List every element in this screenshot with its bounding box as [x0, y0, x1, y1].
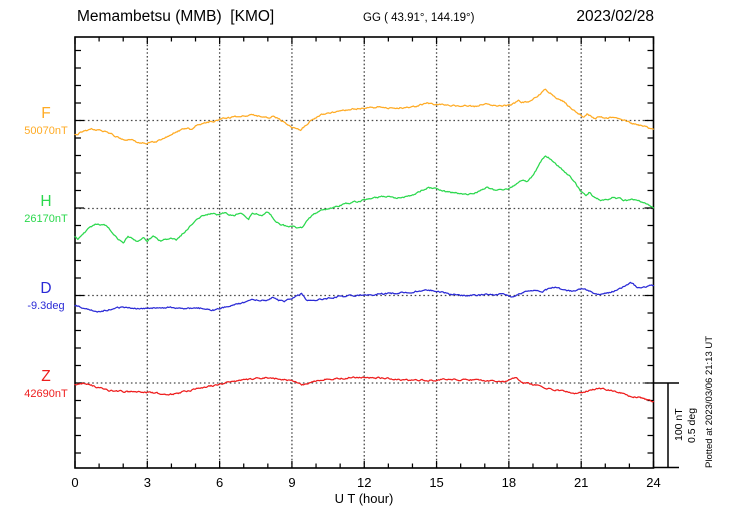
- channel-letter-H: H: [40, 193, 52, 210]
- x-tick-label-9: 9: [288, 475, 296, 490]
- plot-date: 2023/02/28: [576, 8, 654, 25]
- trace-Z: [74, 376, 655, 403]
- x-tick-label-18: 18: [501, 475, 517, 490]
- channel-baseline-value-F: 50070nT: [24, 125, 68, 137]
- x-tick-label-21: 21: [573, 475, 589, 490]
- plotted-timestamp: Plotted at 2023/03/06 21:13 UT: [704, 335, 715, 468]
- plot-frame: [74, 36, 655, 469]
- scale-bar: [653, 382, 679, 469]
- gridlines: [75, 37, 654, 468]
- scale-bar-label-nT: 100 nT: [673, 408, 685, 442]
- x-tick-label-3: 3: [143, 475, 151, 490]
- scale-bar-label-deg: 0.5 deg: [686, 407, 698, 443]
- traces: [74, 88, 655, 403]
- channel-baseline-value-D: -9.3deg: [27, 300, 65, 312]
- channel-letter-D: D: [40, 280, 52, 297]
- x-axis-title: U T (hour): [334, 491, 394, 506]
- channel-letter-F: F: [41, 105, 51, 122]
- x-tick-label-15: 15: [429, 475, 444, 490]
- channel-label-H: H 26170nT: [18, 192, 74, 225]
- channel-baseline-value-H: 26170nT: [24, 213, 68, 225]
- trace-D: [74, 281, 655, 313]
- trace-F: [74, 88, 655, 145]
- x-tick-label-0: 0: [71, 475, 79, 490]
- x-tick-label-24: 24: [646, 475, 661, 490]
- scale-bar-label: 100 nT 0.5 deg: [673, 383, 701, 467]
- channel-baseline-value-Z: 42690nT: [24, 387, 68, 400]
- channel-label-Z: Z 42690nT: [18, 367, 74, 400]
- station-title: Memambetsu (MMB) [KMO]: [77, 8, 275, 25]
- channel-letter-Z: Z: [41, 367, 51, 385]
- trace-H: [74, 155, 655, 244]
- geo-coordinates: GG ( 43.91°, 144.19°): [363, 12, 475, 24]
- channel-label-D: D -9.3deg: [18, 279, 74, 312]
- x-tick-label-6: 6: [216, 475, 224, 490]
- channel-label-F: F 50070nT: [18, 104, 74, 137]
- x-tick-label-12: 12: [357, 475, 372, 490]
